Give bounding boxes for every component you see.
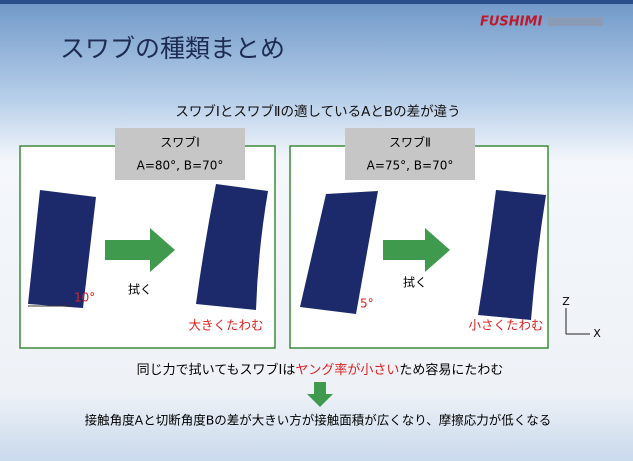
conclusion-part: 同じ力で拭いてもスワブⅠは (137, 362, 296, 378)
label-box (115, 128, 245, 180)
down-arrow (307, 382, 333, 407)
swab-blade (300, 191, 378, 314)
swab-blade-bent (196, 184, 268, 310)
logo: FUSHIMI (480, 15, 542, 30)
arrow (105, 228, 175, 272)
swab-blade (28, 190, 96, 308)
conclusion-highlight: ヤング率が小さい (295, 362, 399, 378)
axis-label: Z (562, 295, 570, 308)
conclusion: 同じ力で拭いてもスワブⅠはヤング率が小さいため容易にたわむ (137, 362, 504, 378)
top-band (0, 0, 633, 4)
panel-angles: A=75°, B=70° (367, 159, 454, 173)
title: スワブの種類まとめ (60, 34, 285, 63)
axis-label: X (593, 327, 601, 340)
swab-blade-bent (478, 190, 546, 320)
action: 拭く (128, 283, 152, 297)
result: 大きくたわむ (188, 318, 263, 333)
conclusion-part: ため容易にたわむ (399, 362, 503, 378)
logo-tagline (548, 17, 603, 26)
panel-label: スワブⅡ (389, 135, 431, 150)
angle-marker: 10° (74, 291, 95, 305)
panel-label: スワブⅠ (160, 135, 200, 150)
summary: 接触角度Aと切断角度Bの差が大きい方が接触面積が広くなり、摩擦応力が低くなる (85, 413, 552, 428)
label-box (345, 128, 475, 180)
action: 拭く (403, 276, 427, 290)
angle-marker: 5° (360, 297, 374, 311)
subtitle: スワブⅠとスワブⅡの適しているAとBの差が違う (175, 103, 460, 120)
result: 小さくたわむ (468, 318, 543, 333)
panel-angles: A=80°, B=70° (137, 159, 224, 173)
arrow (383, 228, 450, 272)
